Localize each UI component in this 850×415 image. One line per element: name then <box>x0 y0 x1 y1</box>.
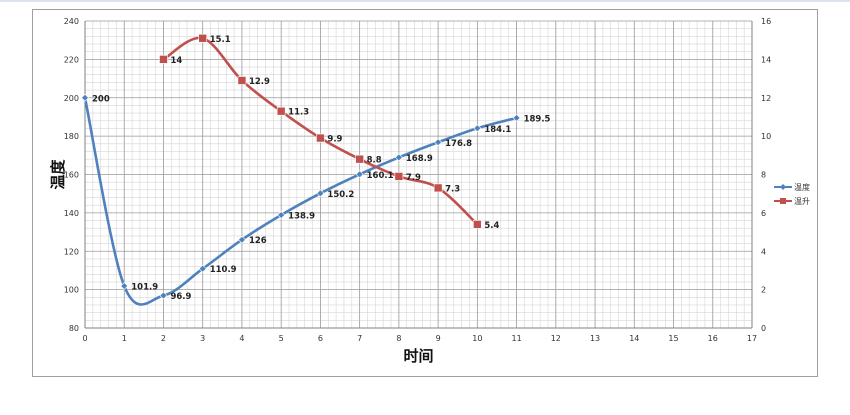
right-tick-label: 10 <box>761 132 771 141</box>
x-tick-label: 9 <box>436 334 441 343</box>
temp-rise-data-label: 15.1 <box>210 35 231 45</box>
temp-rise-point <box>473 220 482 229</box>
x-tick-label: 8 <box>396 334 401 343</box>
x-tick-label: 6 <box>318 334 323 343</box>
temperature-data-label: 184.1 <box>484 125 511 135</box>
x-tick-label: 3 <box>200 334 205 343</box>
right-tick-label: 6 <box>761 209 766 218</box>
right-tick-label: 0 <box>761 324 766 333</box>
temperature-data-label: 126 <box>249 236 267 246</box>
x-tick-label: 12 <box>551 334 561 343</box>
temperature-data-label: 96.9 <box>170 292 191 302</box>
temp-rise-data-label: 7.9 <box>406 173 421 183</box>
temperature-point <box>198 264 207 273</box>
temperature-data-label: 110.9 <box>210 265 237 275</box>
temp-rise-point <box>355 154 364 164</box>
temperature-series-line <box>83 97 517 306</box>
temperature-point <box>238 235 246 244</box>
legend-label-temp-rise: 温升 <box>794 197 810 206</box>
left-tick-label: 140 <box>64 209 79 218</box>
temperature-point <box>316 189 325 198</box>
x-tick-label: 0 <box>82 334 87 343</box>
legend-marker-temperature <box>780 184 786 190</box>
x-tick-label: 7 <box>357 334 362 343</box>
left-tick-label: 160 <box>64 171 79 180</box>
temperature-point <box>512 113 521 122</box>
temperature-data-label: 168.9 <box>406 154 433 164</box>
right-axis-ticks: 0 2 4 6 8 10 12 14 16 <box>761 17 771 333</box>
temp-rise-data-label: 14 <box>170 56 182 66</box>
left-axis-ticks: 80 100 120 140 160 180 200 220 240 <box>64 17 79 333</box>
temp-rise-point <box>276 106 286 116</box>
left-tick-label: 200 <box>64 94 79 103</box>
temperature-data-label: 200 <box>92 94 110 104</box>
x-tick-label: 17 <box>747 334 757 343</box>
right-tick-label: 2 <box>761 286 766 295</box>
temperature-point <box>159 291 168 300</box>
temperature-point <box>394 153 403 162</box>
temperature-point <box>277 211 286 219</box>
series-markers <box>81 33 521 300</box>
x-axis-title: 时间 <box>403 347 433 365</box>
temperature-data-label: 101.9 <box>131 282 158 292</box>
temp-rise-data-label: 7.3 <box>445 184 460 194</box>
temp-rise-point <box>237 76 247 85</box>
right-tick-label: 12 <box>761 94 771 103</box>
left-tick-label: 240 <box>64 17 79 26</box>
temperature-point <box>81 93 89 102</box>
temperature-point <box>473 124 482 133</box>
axes <box>84 21 753 329</box>
series-lines <box>83 36 517 306</box>
temperature-data-label: 176.8 <box>445 139 472 149</box>
left-tick-label: 220 <box>64 55 79 64</box>
temp-rise-data-label: 8.8 <box>367 156 382 166</box>
temperature-data-label: 189.5 <box>524 114 551 124</box>
temp-rise-point <box>198 33 208 43</box>
left-tick-label: 180 <box>64 132 79 141</box>
temperature-data-label: 150.2 <box>327 190 354 200</box>
x-axis-ticks: 0 1 2 3 4 5 6 7 8 9 10 11 12 13 14 15 16 17 <box>82 334 757 343</box>
x-tick-label: 13 <box>590 334 600 343</box>
left-tick-label: 120 <box>64 247 79 256</box>
legend-label-temperature: 温度 <box>794 182 810 192</box>
x-tick-label: 5 <box>279 334 284 343</box>
x-tick-label: 1 <box>122 334 127 343</box>
right-tick-label: 14 <box>761 55 771 64</box>
x-tick-label: 4 <box>239 334 244 343</box>
left-tick-label: 80 <box>69 324 79 333</box>
x-tick-label: 15 <box>668 334 678 343</box>
x-tick-label: 2 <box>161 334 166 343</box>
legend: 温度 温升 <box>774 182 810 206</box>
x-tick-label: 11 <box>511 334 521 343</box>
right-tick-label: 16 <box>761 17 771 26</box>
legend-marker-temp-rise <box>780 198 786 204</box>
right-tick-label: 4 <box>761 247 766 256</box>
temp-rise-data-label: 9.9 <box>327 135 342 145</box>
temperature-point <box>434 138 443 147</box>
left-tick-label: 100 <box>64 286 79 295</box>
temperature-point <box>120 282 129 290</box>
temp-rise-data-label: 11.3 <box>288 108 309 118</box>
temp-rise-data-label: 5.4 <box>484 221 499 231</box>
temperature-data-label: 138.9 <box>288 211 315 221</box>
x-tick-label: 14 <box>629 334 639 343</box>
temp-rise-point <box>316 133 325 143</box>
data-labels: 200 101.9 96.9 110.9 126 138.9 150.2 160.1 168.9… <box>92 35 551 302</box>
top-border-line <box>0 0 850 2</box>
temp-rise-point <box>159 55 168 64</box>
x-tick-label: 16 <box>708 334 718 343</box>
temperature-data-label: 160.1 <box>367 171 394 181</box>
right-tick-label: 8 <box>761 171 766 180</box>
temperature-point <box>355 170 364 179</box>
temp-rise-data-label: 12.9 <box>249 77 270 87</box>
temp-rise-point <box>394 172 404 181</box>
chart-frame <box>32 9 818 377</box>
temp-rise-point <box>433 183 443 193</box>
x-tick-label: 10 <box>472 334 482 343</box>
y-axis-title: 温度 <box>49 159 67 190</box>
